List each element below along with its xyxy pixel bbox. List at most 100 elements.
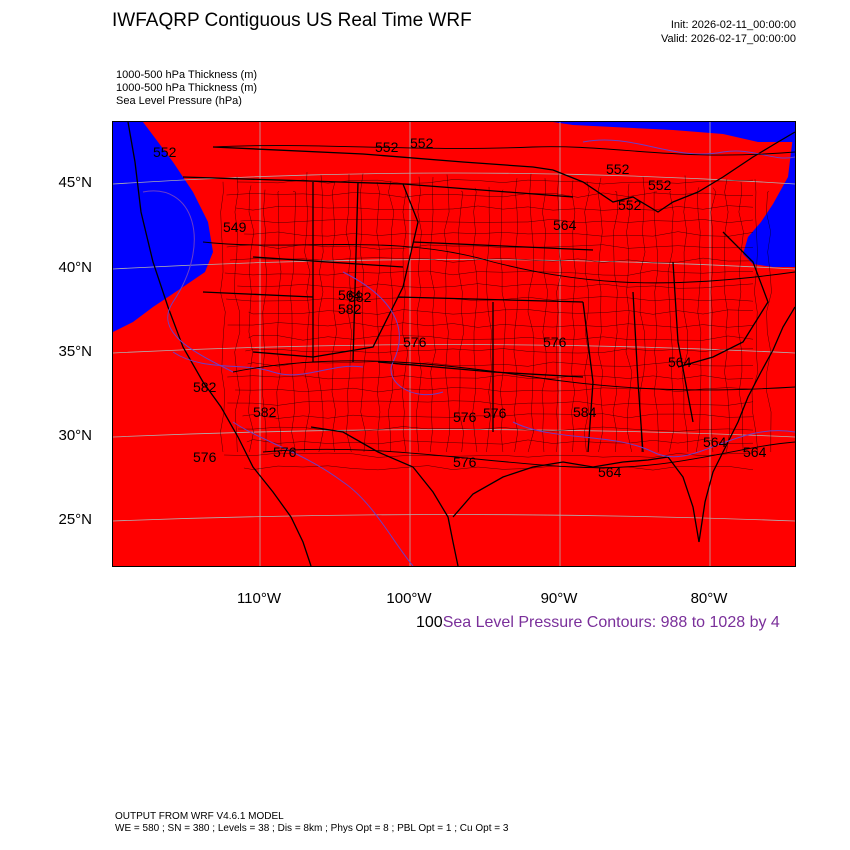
lon-label-90w: 90°W bbox=[540, 590, 578, 607]
county-line bbox=[513, 178, 519, 453]
county-line bbox=[556, 173, 562, 453]
county-line bbox=[226, 296, 754, 302]
model-output-line: OUTPUT FROM WRF V4.6.1 MODEL bbox=[115, 811, 284, 822]
contour-label: 564 bbox=[743, 444, 767, 460]
county-line bbox=[401, 191, 408, 453]
county-line bbox=[224, 270, 754, 276]
county-line bbox=[681, 175, 689, 453]
county-line bbox=[500, 189, 507, 453]
thickness-cold-fill-northeast-top bbox=[553, 122, 795, 142]
lat-label-30n: 30°N bbox=[58, 427, 92, 444]
county-line bbox=[234, 176, 240, 453]
county-line bbox=[710, 187, 717, 453]
county-line bbox=[625, 183, 633, 453]
contour-label: 549 bbox=[223, 219, 247, 235]
legend-sea-level-pressure: Sea Level Pressure (hPa) bbox=[116, 95, 242, 107]
county-line bbox=[240, 218, 754, 223]
county-line bbox=[612, 191, 618, 453]
contour-label: 576 bbox=[543, 334, 567, 350]
county-line bbox=[653, 191, 659, 453]
county-line bbox=[248, 185, 255, 453]
contour-label: 564 bbox=[553, 217, 577, 233]
county-line bbox=[289, 191, 296, 453]
county-line bbox=[738, 182, 744, 453]
contour-label: 552 bbox=[375, 139, 399, 155]
lat-label-35n: 35°N bbox=[58, 343, 92, 360]
county-line bbox=[458, 190, 464, 453]
county-line bbox=[227, 400, 754, 406]
thickness-cold-fill-northwest bbox=[113, 122, 213, 332]
county-line bbox=[376, 181, 381, 453]
thickness-warm-fill bbox=[113, 122, 795, 566]
lat-label-25n: 25°N bbox=[58, 511, 92, 528]
county-line bbox=[237, 426, 754, 432]
county-line bbox=[443, 174, 450, 453]
county-line bbox=[751, 179, 759, 453]
contour-label: 564 bbox=[668, 354, 692, 370]
county-line bbox=[220, 181, 226, 453]
county-line bbox=[766, 191, 772, 453]
lat-label-40n: 40°N bbox=[58, 259, 92, 276]
county-line bbox=[248, 335, 754, 341]
model-config-line: WE = 580 ; SN = 380 ; Levels = 38 ; Dis … bbox=[115, 823, 509, 834]
county-line bbox=[317, 175, 324, 453]
legend-thickness-2: 1000-500 hPa Thickness (m) bbox=[116, 82, 258, 94]
lon-label-80w: 80°W bbox=[690, 590, 728, 607]
contour-label: 576 bbox=[403, 334, 427, 350]
contour-label: 564 bbox=[338, 287, 362, 303]
county-line bbox=[360, 173, 366, 453]
county-line bbox=[486, 186, 492, 453]
county-line bbox=[226, 244, 754, 250]
legend-thickness-1: 1000-500 hPa Thickness (m) bbox=[116, 69, 258, 81]
lon-label-110w: 110°W bbox=[236, 590, 282, 607]
county-line bbox=[237, 283, 754, 289]
contour-caption: 100Sea Level Pressure Contours: 988 to 1… bbox=[416, 614, 780, 632]
county-line bbox=[527, 173, 535, 453]
plot-title: IWFAQRP Contiguous US Real Time WRF bbox=[112, 10, 472, 31]
contour-label: 552 bbox=[153, 144, 177, 160]
lat-label-45n: 45°N bbox=[58, 174, 92, 191]
county-line bbox=[230, 257, 754, 263]
contour-label: 582 bbox=[253, 404, 277, 420]
county-line bbox=[639, 176, 646, 453]
county-line bbox=[235, 387, 754, 393]
contour-label: 552 bbox=[648, 177, 672, 193]
county-line bbox=[388, 180, 395, 453]
county-line bbox=[242, 413, 754, 419]
county-line bbox=[541, 178, 548, 453]
contour-label: 576 bbox=[453, 454, 477, 470]
thickness-cold-fill-northeast bbox=[743, 122, 795, 267]
contour-label: 576 bbox=[273, 444, 297, 460]
contour-caption-prefix: 100 bbox=[416, 614, 443, 631]
contour-label: 552 bbox=[606, 161, 630, 177]
county-line bbox=[597, 177, 603, 453]
lon-label-100w: 100°W bbox=[386, 590, 432, 607]
county-line bbox=[248, 309, 754, 315]
thickness-contours bbox=[202, 145, 796, 469]
county-line bbox=[416, 176, 422, 453]
county-line bbox=[247, 361, 754, 367]
county-line bbox=[429, 177, 436, 453]
county-line bbox=[237, 179, 754, 185]
sea-level-pressure-contours bbox=[142, 139, 796, 567]
contour-label: 584 bbox=[573, 404, 597, 420]
county-line bbox=[584, 181, 590, 453]
init-time: Init: 2026-02-11_00:00:00 bbox=[670, 19, 796, 31]
county-line bbox=[571, 180, 576, 453]
county-line bbox=[235, 205, 754, 211]
county-line bbox=[243, 465, 754, 471]
contour-label: 552 bbox=[410, 135, 434, 151]
county-line bbox=[345, 174, 352, 453]
contour-label: 582 bbox=[193, 379, 217, 395]
county-line bbox=[331, 181, 337, 453]
county-line bbox=[227, 374, 754, 380]
county-line bbox=[224, 452, 754, 458]
contour-caption-text: Sea Level Pressure Contours: 988 to 1028… bbox=[442, 614, 780, 631]
county-line bbox=[246, 439, 754, 445]
county-line bbox=[262, 189, 267, 453]
map-panel: 552 552 552 552 552 549 564 564 576 582 582 582 584 5… bbox=[112, 121, 796, 567]
political-boundaries bbox=[127, 121, 796, 567]
contour-label: 564 bbox=[598, 464, 622, 480]
